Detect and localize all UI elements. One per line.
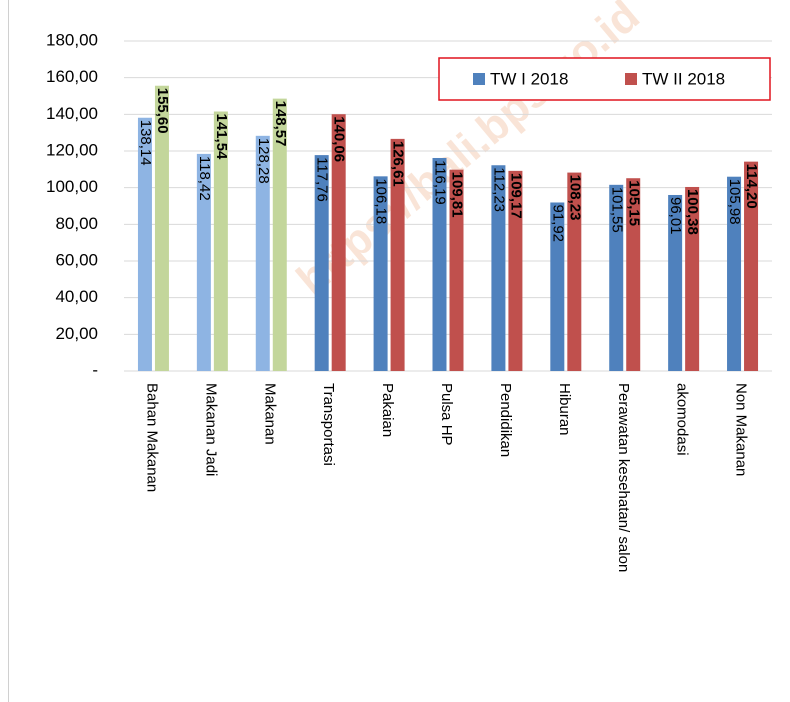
x-tick-label: Pendidikan	[497, 383, 514, 457]
value-label: 155,60	[154, 88, 171, 134]
bar	[196, 153, 211, 371]
x-tick-label: Makanan Jadi	[202, 383, 219, 476]
y-tick-label: 80,00	[55, 214, 98, 233]
value-label: 141,54	[213, 114, 230, 161]
y-tick-label: 20,00	[55, 324, 98, 343]
y-tick-label: -	[92, 360, 98, 379]
x-tick-label: Transportasi	[320, 383, 337, 466]
y-tick-label: 60,00	[55, 250, 98, 269]
bar	[154, 85, 169, 371]
bar	[137, 117, 152, 371]
bar	[331, 114, 346, 372]
x-tick-label: Bahan Makanan	[143, 383, 160, 492]
y-tick-label: 40,00	[55, 287, 98, 306]
bar	[727, 176, 742, 371]
y-tick-label: 100,00	[46, 177, 98, 196]
value-label: 100,38	[684, 189, 701, 235]
bar	[272, 98, 287, 371]
bar	[567, 172, 582, 371]
y-tick-label: 180,00	[46, 30, 98, 49]
legend-swatch	[473, 73, 485, 85]
x-tick-label: Hiburan	[556, 383, 573, 436]
value-label: 128,28	[255, 138, 272, 184]
value-label: 114,20	[743, 164, 760, 209]
value-label: 116,19	[432, 160, 449, 205]
legend-label: TW I 2018	[490, 69, 568, 88]
value-label: 138,14	[137, 120, 154, 166]
value-label: 108,23	[566, 175, 583, 221]
value-label: 117,76	[314, 157, 331, 202]
x-tick-label: akomodasi	[674, 383, 691, 456]
y-tick-label: 160,00	[46, 67, 98, 86]
value-label: 101,55	[608, 187, 625, 233]
value-label: 148,57	[272, 101, 289, 147]
x-tick-label: Non Makanan	[733, 383, 750, 476]
bar	[491, 165, 506, 371]
y-tick-label: 120,00	[46, 140, 98, 159]
bar	[390, 138, 405, 371]
value-label: 112,23	[490, 167, 507, 212]
y-tick-label: 140,00	[46, 104, 98, 123]
bar	[373, 176, 388, 371]
legend-swatch	[625, 73, 637, 85]
bar	[685, 186, 700, 371]
value-label: 109,17	[507, 173, 524, 219]
bar	[213, 111, 228, 371]
legend-box	[438, 57, 771, 101]
value-label: 118,42	[196, 156, 213, 201]
value-label: 105,15	[625, 180, 642, 226]
bar	[508, 170, 523, 371]
bar	[449, 169, 464, 371]
value-label: 140,06	[331, 116, 348, 162]
value-label: 91,92	[549, 204, 566, 242]
legend-label: TW II 2018	[642, 69, 725, 88]
bar	[550, 202, 565, 371]
bar	[744, 161, 759, 371]
x-tick-label: Pakaian	[379, 383, 396, 437]
value-label: 109,81	[449, 172, 466, 218]
bar	[314, 155, 329, 371]
value-label: 106,18	[373, 178, 390, 224]
x-tick-label: Pulsa HP	[438, 383, 455, 446]
bar	[668, 194, 683, 371]
x-tick-label: Perawatan kesehatan/ salon	[615, 383, 632, 572]
value-label: 126,61	[390, 141, 407, 187]
bar	[609, 184, 624, 371]
value-label: 105,98	[726, 179, 743, 225]
bar	[432, 157, 447, 371]
x-tick-label: Makanan	[261, 383, 278, 445]
bar	[255, 135, 270, 371]
value-label: 96,01	[667, 197, 684, 235]
bar	[626, 178, 641, 371]
